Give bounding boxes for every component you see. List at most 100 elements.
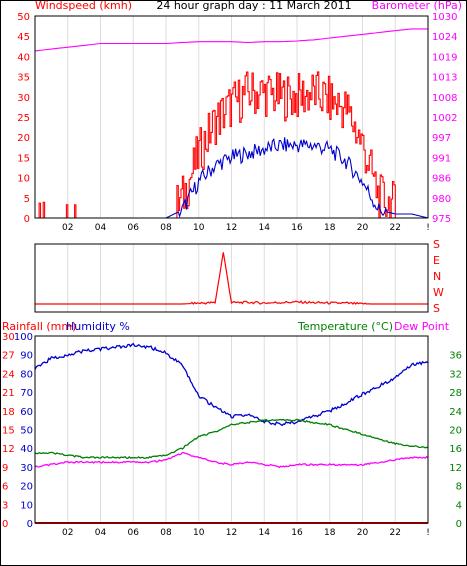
humidity-series	[34, 342, 429, 427]
wind-x-tick-label: 12	[226, 223, 237, 233]
wind-x-tick-label: 18	[324, 223, 336, 233]
barometer-tick-label: 975	[432, 214, 451, 225]
wind-x-tick-label: 04	[95, 223, 107, 233]
wind-x-tick-label: 14	[259, 223, 271, 233]
temperature-tick-label: 0	[456, 519, 462, 530]
temperature-tick-label: 32	[449, 369, 462, 380]
dewpoint-axis-label: Dew Point	[394, 320, 450, 333]
humidity-tick-label: 30	[20, 463, 33, 474]
chart-title: 24 hour graph day : 11 March 2011	[156, 0, 351, 12]
temperature-tick-label: 36	[449, 351, 462, 362]
barometer-tick-label: 1019	[432, 52, 457, 63]
direction-tick-label: W	[433, 286, 444, 299]
windspeed-tick-label: 35	[17, 73, 30, 84]
barometer-tick-label: 980	[432, 194, 451, 205]
rainfall-tick-label: 12	[2, 444, 15, 455]
rainfall-axis-label: Rainfall (mm)	[2, 320, 76, 333]
wind-direction-series	[35, 252, 428, 305]
temperature-tick-label: 16	[449, 444, 462, 455]
humidity-tick-label: 40	[20, 444, 33, 455]
temp-x-tick-label: !	[426, 528, 430, 538]
wind-baro-panel: 0510152025303540455097598098699199710021…	[17, 12, 457, 233]
direction-tick-label: E	[433, 254, 440, 267]
barometer-tick-label: 1024	[432, 32, 457, 43]
barometer-axis-label: Barometer (hPa)	[372, 0, 462, 12]
windspeed-tick-label: 5	[24, 194, 30, 205]
temp-x-tick-label: 22	[390, 528, 401, 538]
temperature-tick-label: 28	[449, 388, 462, 399]
temp-frame	[34, 335, 429, 524]
temperature-tick-label: 4	[456, 500, 462, 511]
windspeed-tick-label: 10	[17, 174, 30, 185]
temperature-tick-label: 12	[449, 463, 462, 474]
humidity-axis-label: Humidity %	[66, 320, 130, 333]
humidity-tick-label: 10	[20, 500, 33, 511]
windspeed-tick-label: 30	[17, 93, 30, 104]
barometer-series	[34, 28, 428, 52]
windspeed-tick-label: 15	[17, 153, 30, 164]
wind-x-tick-label: 16	[291, 223, 303, 233]
barometer-tick-label: 986	[432, 174, 451, 185]
temperature-tick-label: 24	[449, 407, 462, 418]
direction-tick-label: N	[433, 270, 441, 283]
rainfall-tick-label: 30	[2, 332, 15, 343]
direction-tick-label: S	[433, 302, 440, 315]
temperature-series	[34, 418, 429, 459]
temp-x-tick-label: 10	[193, 528, 205, 538]
humidity-tick-label: 70	[20, 388, 33, 399]
rainfall-tick-label: 0	[2, 519, 8, 530]
windspeed-tick-label: 45	[17, 32, 30, 43]
temperature-axis-label: Temperature (°C)	[297, 320, 393, 333]
temp-x-tick-label: 16	[291, 528, 303, 538]
wind-frame	[34, 15, 429, 219]
wind-x-tick-label: 06	[128, 223, 140, 233]
rainfall-tick-label: 18	[2, 407, 15, 418]
rainfall-tick-label: 6	[2, 482, 8, 493]
windspeed-axis-label: Windspeed (kmh)	[35, 0, 132, 12]
humidity-tick-label: 0	[27, 519, 33, 530]
temp-x-tick-label: 04	[95, 528, 107, 538]
dewpoint-series	[34, 451, 429, 469]
rainfall-tick-label: 15	[2, 426, 15, 437]
temp-x-tick-label: 02	[62, 528, 73, 538]
rainfall-tick-label: 9	[2, 463, 8, 474]
barometer-tick-label: 1002	[432, 113, 457, 124]
dir-frame	[34, 243, 429, 313]
temperature-tick-label: 20	[449, 426, 462, 437]
humidity-tick-label: 100	[14, 332, 33, 343]
windspeed-tick-label: 0	[24, 214, 30, 225]
windspeed-tick-label: 50	[17, 12, 30, 23]
temp-x-tick-label: 20	[357, 528, 369, 538]
humidity-tick-label: 50	[20, 426, 33, 437]
wind-x-tick-label: 20	[357, 223, 369, 233]
rainfall-tick-label: 27	[2, 351, 15, 362]
wind-x-tick-label: 22	[390, 223, 401, 233]
windspeed-tick-label: 20	[17, 133, 30, 144]
temp-x-tick-label: 08	[160, 528, 172, 538]
barometer-tick-label: 1013	[432, 73, 457, 84]
windspeed-tick-label: 40	[17, 52, 30, 63]
barometer-tick-label: 991	[432, 153, 451, 164]
humidity-tick-label: 90	[20, 351, 33, 362]
barometer-tick-label: 997	[432, 133, 451, 144]
rainfall-tick-label: 3	[2, 500, 8, 511]
temp-x-tick-label: 14	[259, 528, 271, 538]
wind-x-tick-label: 02	[62, 223, 73, 233]
wind-x-tick-label: 08	[160, 223, 172, 233]
barometer-tick-label: 1030	[432, 12, 457, 23]
windspeed-tick-label: 25	[17, 113, 30, 124]
humidity-tick-label: 80	[20, 369, 33, 380]
rainfall-tick-label: 21	[2, 388, 15, 399]
wind-x-tick-label: !	[426, 223, 430, 233]
temperature-tick-label: 8	[456, 482, 462, 493]
temp-x-tick-label: 06	[128, 528, 140, 538]
temp-x-tick-label: 12	[226, 528, 237, 538]
rainfall-tick-label: 24	[2, 369, 15, 380]
barometer-tick-label: 1008	[432, 93, 457, 104]
humidity-tick-label: 60	[20, 407, 33, 418]
humidity-tick-label: 20	[20, 482, 33, 493]
wind-x-tick-label: 10	[193, 223, 205, 233]
temp-x-tick-label: 18	[324, 528, 336, 538]
